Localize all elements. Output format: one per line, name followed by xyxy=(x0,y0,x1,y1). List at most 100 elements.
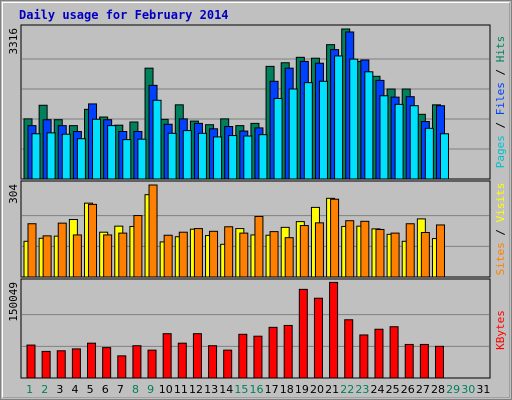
x-tick-label-day-3: 3 xyxy=(56,383,63,396)
bar-pages-day-26 xyxy=(409,105,419,180)
bar-pages-day-8 xyxy=(137,138,147,180)
series-label-part: KBytes xyxy=(494,310,507,350)
x-tick-label-day-26: 26 xyxy=(401,383,415,396)
bar-kbytes-day-13 xyxy=(208,345,218,379)
bar-kbytes-day-9 xyxy=(147,349,157,379)
chart-title: Daily usage for February 2014 xyxy=(19,8,229,22)
x-tick-label-day-7: 7 xyxy=(117,383,124,396)
bar-sites-day-3 xyxy=(57,222,67,278)
bar-kbytes-day-17 xyxy=(268,326,278,379)
kbytes-panel: 150049 KBytes xyxy=(7,278,507,379)
x-tick-label-day-21: 21 xyxy=(325,383,339,396)
x-tick-label-day-27: 27 xyxy=(416,383,430,396)
sites-visits-panel-series-label: Sites / Visits xyxy=(494,183,507,276)
bar-kbytes-day-26 xyxy=(404,343,414,379)
bar-sites-day-14 xyxy=(224,226,234,278)
x-tick-label-day-12: 12 xyxy=(189,383,203,396)
bar-sites-day-19 xyxy=(299,225,309,278)
x-tick-label-day-19: 19 xyxy=(295,383,309,396)
bar-kbytes-day-7 xyxy=(117,355,127,379)
bar-sites-day-24 xyxy=(375,228,385,278)
bar-pages-day-11 xyxy=(182,130,192,180)
x-tick-label-day-14: 14 xyxy=(219,383,233,396)
bar-kbytes-day-10 xyxy=(162,333,172,379)
x-tick-label-day-17: 17 xyxy=(265,383,279,396)
bar-pages-day-17 xyxy=(273,97,283,180)
bar-pages-day-5 xyxy=(92,118,102,180)
series-label-part: Hits xyxy=(494,36,507,63)
bar-sites-day-28 xyxy=(435,224,445,278)
bar-sites-day-27 xyxy=(420,232,430,278)
bar-kbytes-day-25 xyxy=(389,326,399,379)
bar-kbytes-day-22 xyxy=(344,319,354,379)
bar-pages-day-9 xyxy=(152,99,162,180)
bar-pages-day-3 xyxy=(61,133,71,180)
bar-sites-day-15 xyxy=(239,232,249,278)
x-tick-label-day-5: 5 xyxy=(87,383,94,396)
bar-kbytes-day-6 xyxy=(102,347,112,379)
bar-kbytes-day-14 xyxy=(223,349,233,379)
kbytes-panel-ymax-label: 150049 xyxy=(7,282,20,322)
x-tick-label-day-6: 6 xyxy=(102,383,109,396)
bar-kbytes-day-3 xyxy=(56,350,66,379)
series-label-part: Sites xyxy=(494,242,507,275)
bar-kbytes-day-16 xyxy=(253,335,263,379)
bar-sites-day-9 xyxy=(148,184,158,278)
bar-pages-day-23 xyxy=(364,71,374,180)
hits-files-pages-panel-series-label: Pages / Files / Hits xyxy=(494,36,507,169)
hits-files-pages-panel: 3316 Pages / Files / Hits xyxy=(7,24,507,180)
series-label-part: Pages xyxy=(494,135,507,168)
bar-sites-day-4 xyxy=(72,234,82,278)
bar-sites-day-26 xyxy=(405,223,415,278)
x-tick-label-day-4: 4 xyxy=(71,383,78,396)
bar-sites-day-6 xyxy=(103,234,113,278)
bar-kbytes-day-8 xyxy=(132,345,142,379)
bar-pages-day-20 xyxy=(318,80,328,180)
bar-pages-day-12 xyxy=(197,132,207,180)
bar-kbytes-day-23 xyxy=(359,334,369,379)
x-tick-label-day-18: 18 xyxy=(280,383,294,396)
x-tick-label-day-28: 28 xyxy=(431,383,445,396)
series-label-part: Files xyxy=(494,82,507,115)
bar-sites-day-18 xyxy=(284,237,294,278)
x-tick-label-day-31: 31 xyxy=(476,383,490,396)
bar-sites-day-5 xyxy=(88,203,98,278)
x-tick-label-day-10: 10 xyxy=(159,383,173,396)
bar-pages-day-18 xyxy=(288,88,298,180)
bar-kbytes-day-19 xyxy=(298,288,308,379)
bar-pages-day-28 xyxy=(439,133,449,180)
sites-visits-panel-ymax-label: 304 xyxy=(7,184,20,204)
bar-sites-day-16 xyxy=(254,215,264,278)
x-tick-label-day-11: 11 xyxy=(174,383,188,396)
x-tick-label-day-13: 13 xyxy=(204,383,218,396)
bar-sites-day-13 xyxy=(209,230,219,278)
x-tick-label-day-15: 15 xyxy=(234,383,248,396)
x-tick-label-day-30: 30 xyxy=(461,383,475,396)
bar-pages-day-10 xyxy=(167,132,177,180)
bar-kbytes-day-12 xyxy=(192,333,202,379)
bar-pages-day-6 xyxy=(107,125,117,180)
x-tick-label-day-2: 2 xyxy=(41,383,48,396)
x-tick-label-day-29: 29 xyxy=(446,383,460,396)
x-axis-day-labels: 1 2 3 4 5 6 7 8 9 10 11 12 13 14 15 16 17 18 19 20 21 22 23 24 2… xyxy=(26,383,490,396)
x-tick-label-day-9: 9 xyxy=(147,383,154,396)
bar-sites-day-11 xyxy=(178,231,188,278)
bar-pages-day-14 xyxy=(228,135,238,180)
bar-sites-day-10 xyxy=(163,234,173,278)
bar-sites-day-2 xyxy=(42,235,52,278)
bar-sites-day-8 xyxy=(133,215,143,278)
bar-sites-day-12 xyxy=(193,228,203,278)
bar-kbytes-day-21 xyxy=(329,281,339,379)
bar-sites-day-7 xyxy=(118,232,128,278)
bar-kbytes-day-27 xyxy=(419,343,429,379)
bar-kbytes-day-24 xyxy=(374,328,384,379)
series-label-part: Visits xyxy=(494,183,507,223)
bar-pages-day-16 xyxy=(258,134,268,180)
bar-sites-day-20 xyxy=(314,222,324,278)
bar-pages-day-7 xyxy=(122,139,132,180)
bar-pages-day-15 xyxy=(243,135,253,180)
bar-kbytes-day-18 xyxy=(283,324,293,379)
bar-sites-day-21 xyxy=(330,198,340,278)
